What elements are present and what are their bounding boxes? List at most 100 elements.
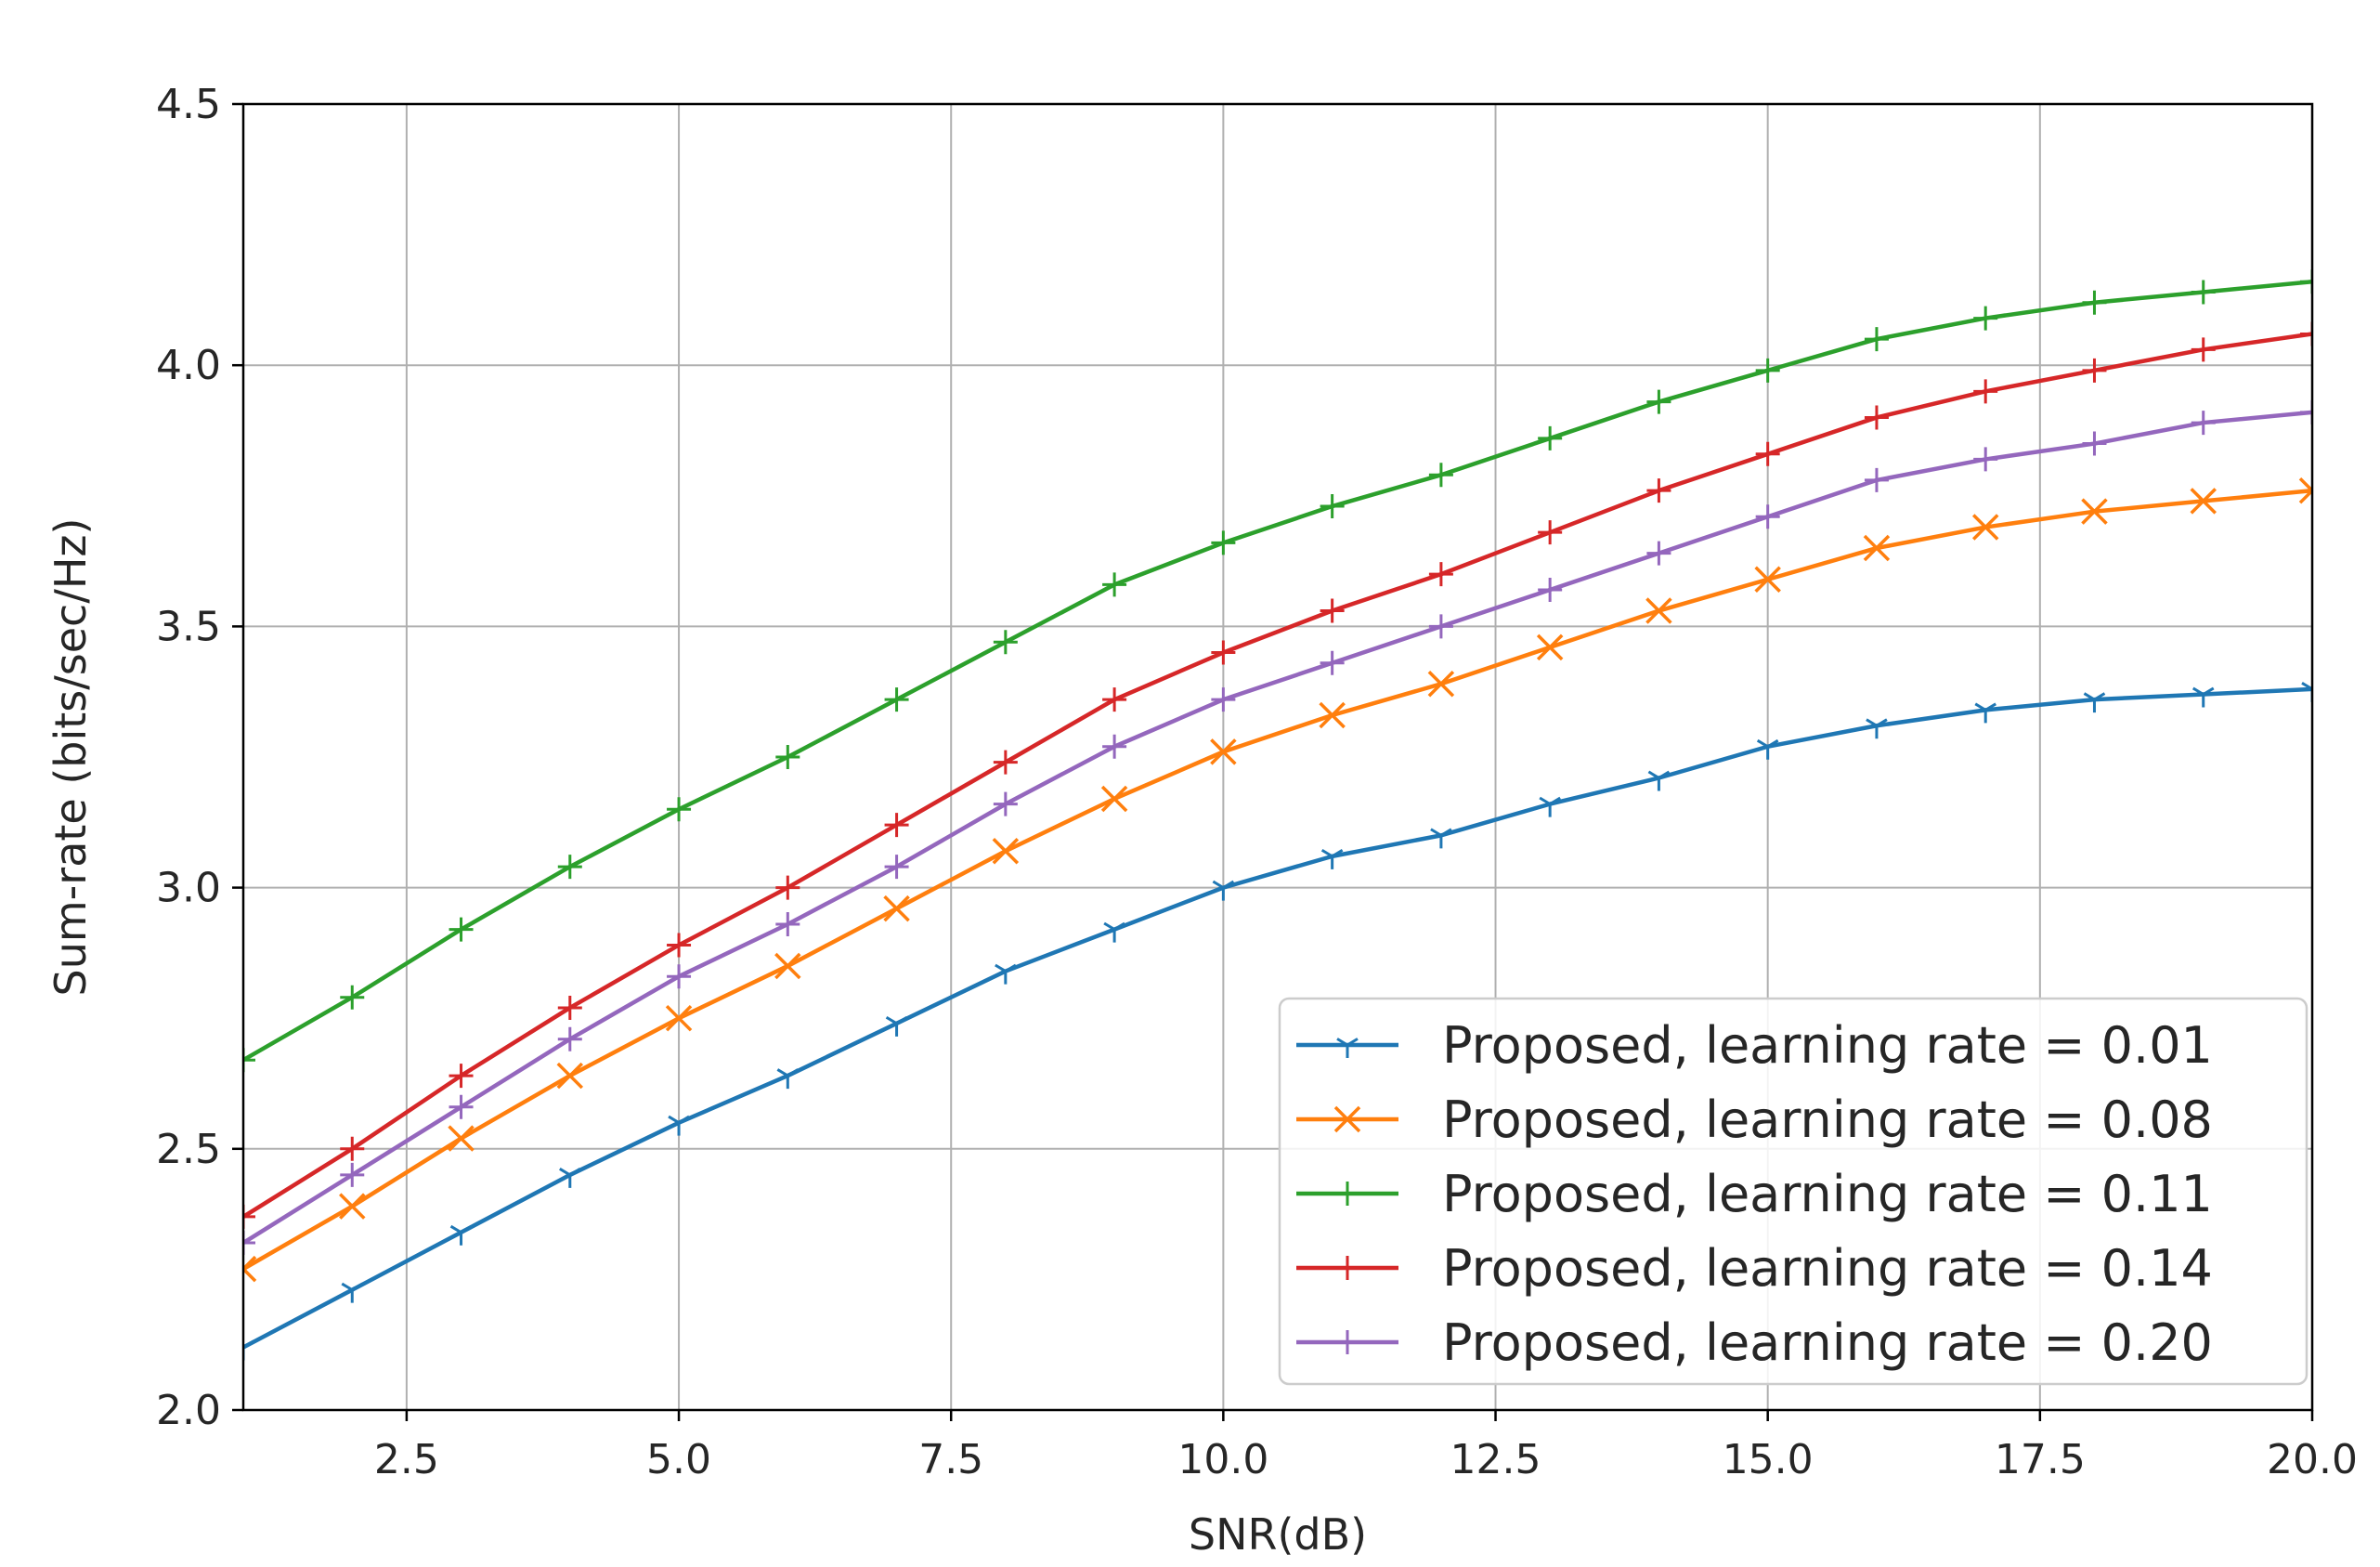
data-point-marker bbox=[1320, 494, 1345, 519]
x-tick-label: 20.0 bbox=[2267, 1436, 2358, 1483]
legend-box bbox=[1278, 997, 2308, 1386]
data-point-marker bbox=[2083, 692, 2106, 713]
data-point-marker bbox=[2190, 488, 2217, 515]
data-point-marker bbox=[243, 1048, 255, 1073]
data-point-marker bbox=[1755, 358, 1780, 383]
data-point-marker bbox=[340, 985, 365, 1010]
data-point-marker bbox=[1973, 379, 1998, 404]
data-point-marker bbox=[449, 1064, 474, 1089]
data-point-marker bbox=[2191, 280, 2216, 305]
data-point-marker bbox=[885, 1015, 908, 1037]
data-point-marker bbox=[340, 1162, 365, 1187]
legend-label: Proposed, learning rate = 0.14 bbox=[1442, 1239, 2213, 1298]
legend-swatch-marker bbox=[1335, 1256, 1359, 1280]
data-point-marker bbox=[1754, 566, 1781, 594]
ticks-layer: 2.5 5.0 7.5 10.0 12.5 15.0 17.5 20.0 2.0 2.5 3.0 3.… bbox=[156, 81, 2358, 1483]
data-point-marker bbox=[668, 1115, 690, 1136]
data-point-marker bbox=[1211, 530, 1236, 555]
data-point-marker bbox=[1428, 614, 1453, 639]
data-point-marker bbox=[557, 1026, 582, 1051]
data-point-marker bbox=[1430, 828, 1452, 849]
data-point-marker bbox=[559, 1168, 581, 1188]
series-1 bbox=[243, 682, 2312, 1361]
data-point-marker bbox=[1756, 738, 1779, 760]
series-line bbox=[243, 686, 2312, 1350]
y-axis-label: Sum-rate (bits/sec/Hz) bbox=[46, 518, 96, 997]
data-point-marker bbox=[1538, 425, 1563, 451]
legend-swatch-marker bbox=[1333, 1105, 1361, 1133]
legend-label: Proposed, learning rate = 0.01 bbox=[1442, 1016, 2213, 1075]
data-point-marker bbox=[1974, 702, 1996, 724]
y-tick-label: 2.0 bbox=[156, 1387, 221, 1434]
data-point-marker bbox=[1212, 880, 1235, 901]
data-point-marker bbox=[1103, 921, 1125, 943]
data-point-marker bbox=[1211, 640, 1236, 665]
data-point-marker bbox=[243, 1339, 254, 1361]
data-point-marker bbox=[243, 1204, 255, 1229]
data-point-marker bbox=[1102, 734, 1127, 759]
data-point-marker bbox=[884, 813, 909, 838]
data-point-marker bbox=[2300, 321, 2312, 346]
data-point-marker bbox=[1645, 597, 1672, 624]
legend-swatch-marker bbox=[1336, 1038, 1359, 1058]
data-point-marker bbox=[883, 894, 910, 922]
legend-swatch-marker bbox=[1335, 1330, 1359, 1354]
data-point-marker bbox=[667, 933, 692, 958]
data-point-marker bbox=[1428, 562, 1453, 587]
data-point-marker bbox=[1320, 598, 1345, 623]
data-point-marker bbox=[2082, 358, 2107, 383]
data-point-marker bbox=[449, 1224, 473, 1246]
data-point-marker bbox=[993, 791, 1018, 816]
data-point-marker bbox=[340, 1136, 365, 1161]
series-4 bbox=[243, 321, 2312, 1229]
data-point-marker bbox=[2191, 337, 2216, 362]
data-point-marker bbox=[667, 964, 692, 989]
data-point-marker bbox=[1538, 520, 1563, 545]
data-point-marker bbox=[556, 1062, 584, 1090]
data-point-marker bbox=[449, 917, 474, 942]
data-point-marker bbox=[1100, 785, 1128, 813]
data-point-marker bbox=[1864, 467, 1889, 492]
data-point-marker bbox=[2081, 498, 2108, 525]
x-tick-label: 12.5 bbox=[1450, 1436, 1541, 1483]
data-point-marker bbox=[448, 1125, 475, 1152]
y-tick-label: 4.5 bbox=[156, 81, 221, 128]
data-point-marker bbox=[995, 963, 1017, 985]
data-point-marker bbox=[1646, 478, 1671, 503]
legend: Proposed, learning rate = 0.01 Proposed, … bbox=[1278, 997, 2308, 1386]
data-point-marker bbox=[1539, 796, 1561, 817]
data-point-marker bbox=[2191, 686, 2215, 708]
data-point-marker bbox=[2082, 290, 2107, 315]
data-point-marker bbox=[1211, 687, 1236, 712]
data-point-marker bbox=[1647, 770, 1671, 791]
x-tick-label: 5.0 bbox=[646, 1436, 711, 1483]
data-point-marker bbox=[775, 911, 800, 936]
y-tick-label: 2.5 bbox=[156, 1126, 221, 1173]
data-point-marker bbox=[1320, 848, 1344, 869]
data-point-marker bbox=[1864, 327, 1889, 352]
data-point-marker bbox=[1863, 534, 1891, 562]
axes-frame bbox=[241, 102, 2314, 1412]
series-line bbox=[243, 279, 2312, 1063]
y-tick-label: 4.0 bbox=[156, 342, 221, 389]
data-point-marker bbox=[557, 855, 582, 880]
legend-entry: Proposed, learning rate = 0.11 bbox=[1296, 1165, 2213, 1223]
data-point-marker bbox=[1755, 504, 1780, 529]
data-point-marker bbox=[2301, 682, 2312, 702]
data-point-marker bbox=[667, 797, 692, 822]
series-2 bbox=[243, 477, 2312, 1283]
data-point-marker bbox=[1210, 738, 1237, 765]
y-tick-label: 3.5 bbox=[156, 603, 221, 650]
data-point-marker bbox=[1973, 306, 1998, 331]
data-point-marker bbox=[884, 855, 909, 880]
data-point-marker bbox=[1646, 541, 1671, 566]
x-axis-label: SNR(dB) bbox=[1189, 1509, 1367, 1560]
data-point-marker bbox=[2191, 411, 2216, 436]
data-point-marker bbox=[1971, 514, 1999, 541]
data-point-marker bbox=[341, 1282, 364, 1303]
data-point-marker bbox=[2082, 431, 2107, 456]
data-point-marker bbox=[339, 1193, 366, 1220]
data-point-marker bbox=[884, 687, 909, 712]
